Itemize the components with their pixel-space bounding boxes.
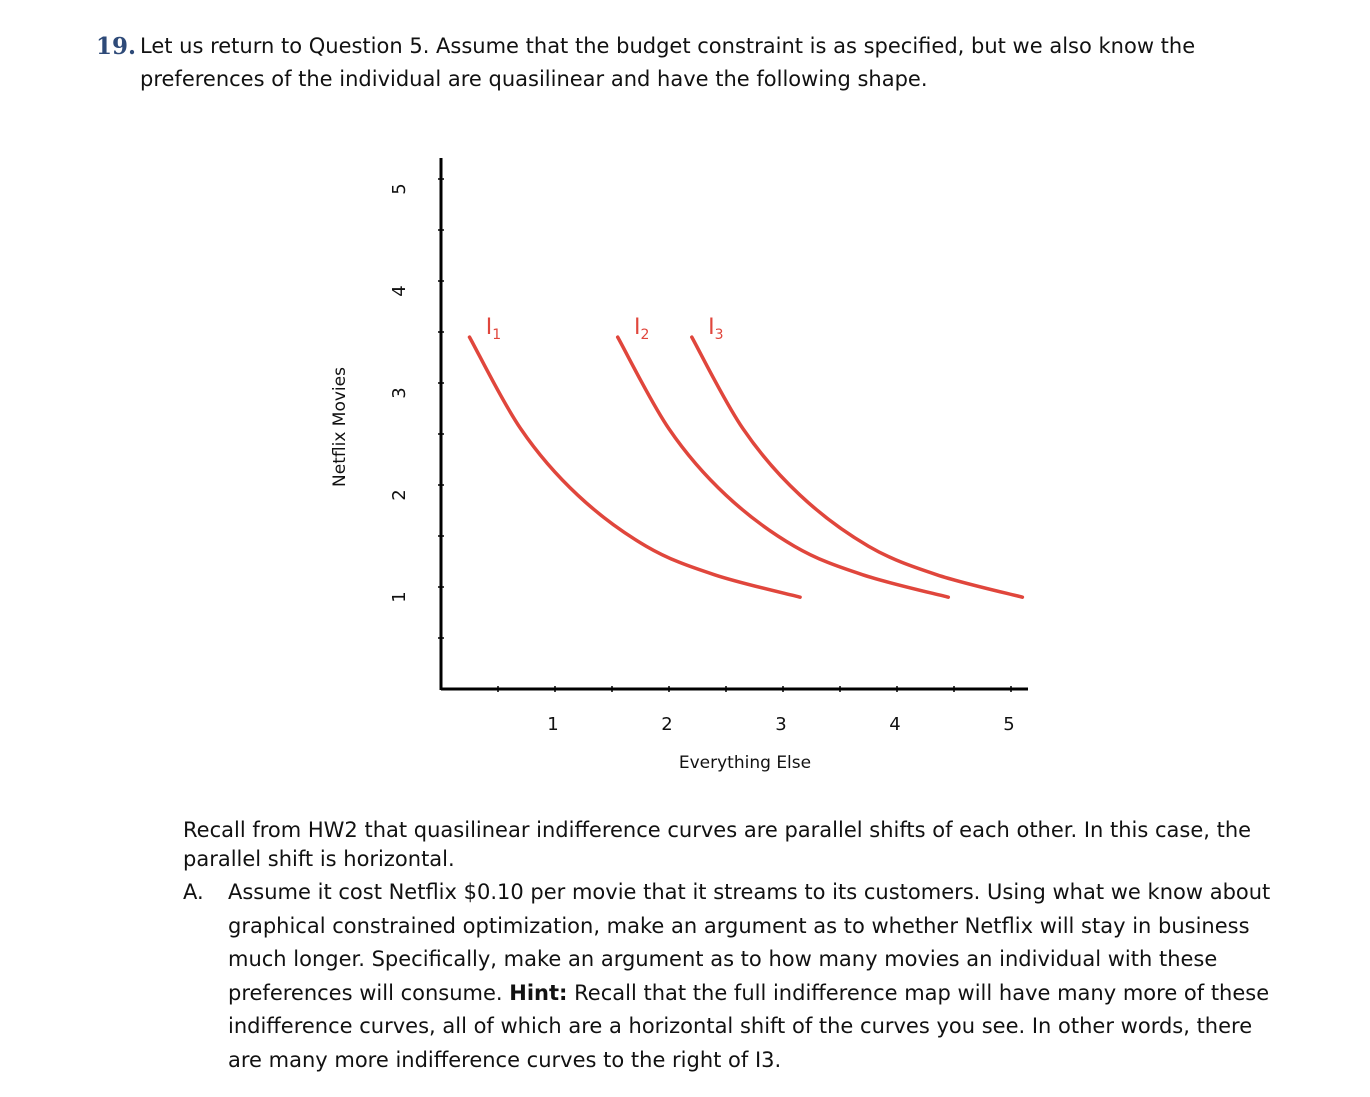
- x-tick-label: 3: [775, 714, 786, 735]
- indifference-curve-2: [615, 335, 951, 599]
- chart-ticks: [438, 178, 1012, 692]
- recall-paragraph: Recall from HW2 that quasilinear indiffe…: [183, 818, 1252, 871]
- indifference-curve-1: [467, 335, 802, 599]
- curve-label-subscript: 2: [640, 327, 649, 343]
- question-text: Let us return to Question 5. Assume that…: [140, 34, 1196, 91]
- curve-label-3: I3: [708, 315, 723, 343]
- x-axis-title: Everything Else: [679, 753, 811, 773]
- indifference-curve-3: [690, 335, 1025, 599]
- y-tick-label: 1: [389, 591, 410, 602]
- curve-label-2: I2: [634, 315, 649, 343]
- y-axis-title: Netflix Movies: [330, 367, 350, 487]
- y-tick-label: 3: [389, 387, 410, 398]
- part-a-body: Assume it cost Netflix $0.10 per movie t…: [228, 876, 1283, 1077]
- x-tick-label: 1: [547, 714, 558, 735]
- question-19: 19. Let us return to Question 5. Assume …: [96, 30, 1256, 96]
- question-number: 19.: [96, 33, 137, 60]
- x-tick-label: 2: [661, 714, 672, 735]
- chart-curves: [467, 335, 1025, 599]
- curve-label-1: I1: [486, 315, 501, 343]
- part-a-text: Assume it cost Netflix $0.10 per movie t…: [228, 880, 1271, 1005]
- chart-axes: [439, 158, 1028, 691]
- hint-text: Recall that the full indifference map wi…: [228, 980, 1270, 1072]
- curve-label-subscript: 3: [715, 327, 724, 343]
- part-a-letter: A.: [183, 880, 204, 904]
- x-tick-label: 4: [889, 714, 900, 735]
- curve-label-letter: I: [486, 315, 493, 340]
- x-tick-label: 5: [1003, 714, 1014, 735]
- hint-label: Hint:: [509, 980, 568, 1005]
- curve-label-letter: I: [634, 315, 641, 340]
- curve-label-letter: I: [708, 315, 715, 340]
- chart-labels: 1 2 3 4 5 1 2 3 4 5 Everything Else Netflix Movies I…: [330, 183, 1015, 773]
- curve-label-subscript: 1: [492, 327, 501, 343]
- y-tick-label: 5: [389, 183, 410, 194]
- indifference-curve-chart: 1 2 3 4 5 1 2 3 4 5 Everything Else Netflix Movies I…: [330, 158, 1028, 773]
- y-tick-label: 4: [389, 285, 410, 296]
- y-tick-label: 2: [389, 489, 410, 500]
- part-a: A. Assume it cost Netflix $0.10 per movi…: [183, 876, 1283, 1077]
